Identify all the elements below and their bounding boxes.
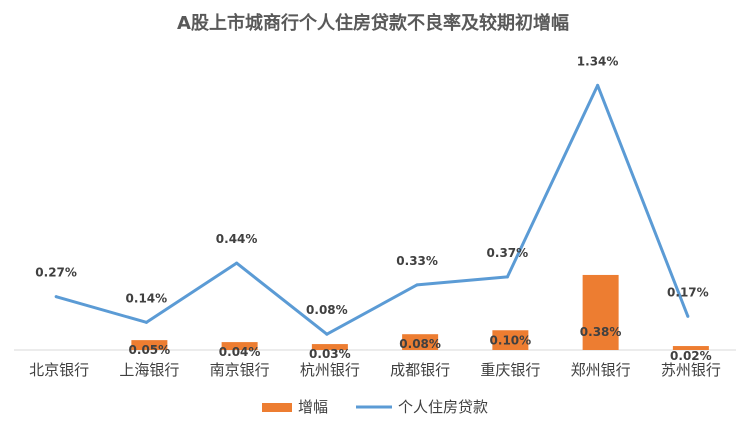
line-path — [55, 83, 690, 336]
bar-data-label-3: 0.04% — [219, 345, 261, 359]
x-tick-label-4: 杭州银行 — [300, 361, 360, 379]
line-data-label-3: 0.44% — [216, 232, 258, 246]
category-labels: 北京银行 上海银行 南京银行 杭州银行 成都银行 重庆银行 郑州银行 苏州银行 — [29, 361, 721, 379]
bar-2 — [131, 340, 168, 350]
bar-6 — [492, 330, 529, 350]
line-data-label-1: 0.27% — [35, 266, 77, 280]
bar-7 — [582, 274, 619, 350]
bar-data-label-6: 0.10% — [490, 333, 532, 347]
line-point-8 — [686, 314, 690, 318]
bar-4 — [311, 344, 348, 350]
line-data-label-4: 0.08% — [306, 303, 348, 317]
legend-swatch-bar — [262, 403, 292, 412]
bar-data-label-7: 0.38% — [580, 325, 622, 339]
x-tick-label-3: 南京银行 — [210, 361, 270, 379]
x-tick-label-7: 郑州银行 — [571, 361, 631, 379]
chart-title: A股上市城商行个人住房贷款不良率及较期初增幅 — [177, 12, 569, 34]
line-point-5 — [415, 283, 419, 287]
line-point-3 — [235, 261, 239, 265]
line-point-7 — [596, 83, 600, 87]
line-data-label-5: 0.33% — [396, 254, 438, 268]
x-tick-label-1: 北京银行 — [29, 361, 89, 379]
bar-data-label-8: 0.02% — [670, 349, 712, 363]
line-data-label-8: 0.17% — [667, 285, 709, 299]
bar-data-label-4: 0.03% — [309, 347, 351, 361]
line-data-label-6: 0.37% — [487, 246, 529, 260]
bar-data-label-5: 0.08% — [399, 337, 441, 351]
line-data-label-2: 0.14% — [126, 291, 168, 305]
x-tick-label-5: 成都银行 — [390, 361, 450, 379]
x-tick-label-6: 重庆银行 — [480, 361, 540, 379]
line-point-4 — [325, 332, 329, 336]
line-data-label-7: 1.34% — [577, 54, 619, 68]
bar-data-label-2: 0.05% — [129, 343, 171, 357]
line-point-1 — [54, 295, 58, 299]
bar-series-group: 0.05% 0.04% 0.03% 0.08% 0.10% 0.38% 0.02% — [129, 274, 712, 363]
legend-label-line: 个人住房贷款 — [398, 398, 488, 416]
line-point-6 — [505, 275, 509, 279]
line-point-2 — [144, 320, 148, 324]
line-series-group: 0.27% 0.14% 0.44% 0.08% 0.33% 0.37% 1.34% 0.17% — [35, 54, 709, 336]
x-tick-label-2: 上海银行 — [119, 361, 179, 379]
bar-5 — [402, 334, 439, 350]
legend-label-bar: 增幅 — [298, 398, 328, 416]
legend: 增幅 个人住房贷款 — [262, 398, 488, 416]
x-tick-label-8: 苏州银行 — [661, 361, 721, 379]
bar-3 — [221, 342, 258, 350]
bar-8 — [672, 346, 709, 350]
